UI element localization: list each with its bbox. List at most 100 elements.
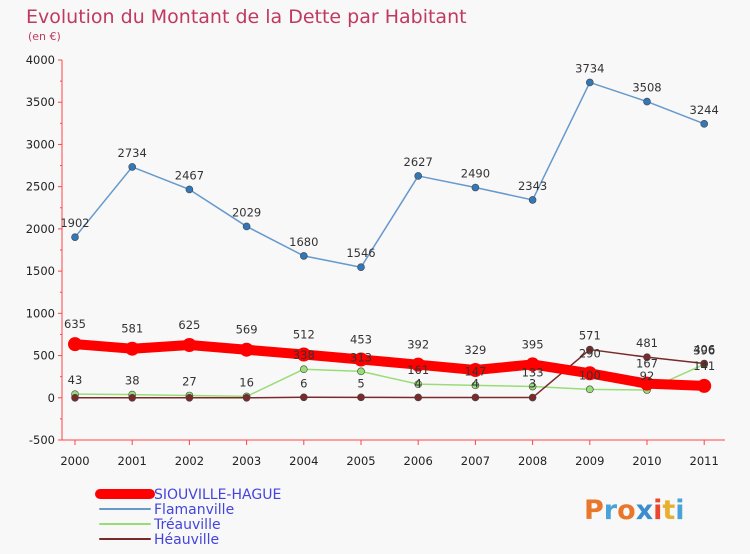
data-point — [299, 393, 308, 402]
data-point — [242, 393, 251, 402]
chart-title: Evolution du Montant de la Dette par Hab… — [26, 6, 467, 28]
x-tick-label: 2011 — [690, 454, 719, 468]
data-label: 5 — [357, 376, 364, 390]
data-label: 4 — [415, 376, 422, 390]
data-label: 1902 — [60, 216, 89, 230]
data-label: 406 — [693, 342, 715, 356]
data-label: 2627 — [404, 155, 433, 169]
data-point — [357, 263, 365, 272]
data-label: 512 — [293, 328, 315, 342]
data-label: 3734 — [575, 61, 604, 75]
data-point — [643, 97, 651, 106]
logo-letter: o — [617, 495, 636, 526]
legend-label: SIOUVILLE-HAGUE — [154, 487, 281, 503]
data-point — [411, 357, 426, 372]
y-tick-label: 2000 — [26, 222, 55, 236]
data-point — [528, 196, 537, 204]
data-point — [528, 382, 537, 391]
logo-letter: i — [653, 495, 662, 526]
data-point — [468, 362, 483, 377]
legend-label: Tréauville — [153, 517, 221, 533]
data-label: 635 — [64, 317, 86, 331]
data-label: 161 — [407, 363, 429, 377]
legend: SIOUVILLE-HAGUEFlamanvilleTréauvilleHéau… — [95, 487, 281, 548]
axes: -500 0 500 1000 1500 2000 2500 3000 3500 4000 2000… — [26, 53, 725, 468]
series-line-0 — [70, 339, 710, 391]
data-label: 569 — [236, 323, 258, 337]
data-label: 571 — [579, 329, 601, 343]
data-label: 16 — [239, 375, 254, 389]
data-point — [528, 393, 537, 402]
data-point — [296, 347, 311, 362]
data-point — [643, 353, 651, 361]
logo-letter: t — [662, 495, 675, 526]
data-label: 38 — [125, 374, 140, 388]
data-point — [239, 342, 254, 357]
data-label: 100 — [579, 368, 601, 382]
data-label: 3508 — [632, 81, 661, 95]
data-point — [700, 120, 709, 128]
x-tick-label: 2006 — [404, 454, 433, 468]
data-point — [185, 393, 194, 402]
data-label: 4 — [472, 376, 479, 390]
data-label: 329 — [464, 343, 486, 357]
x-tick-label: 2005 — [346, 454, 375, 468]
data-label: 1546 — [346, 246, 375, 260]
series-line-2 — [74, 363, 705, 398]
data-label: 167 — [636, 357, 658, 371]
data-point — [414, 172, 423, 180]
data-point — [414, 393, 423, 402]
y-tick-label: 3000 — [26, 137, 55, 151]
y-tick-label: 0 — [48, 391, 55, 405]
data-point — [697, 378, 712, 393]
legend-label: Héauville — [154, 532, 219, 548]
logo-letter: i — [675, 495, 684, 526]
x-tick-label: 2008 — [518, 454, 547, 468]
series-labels: 1902273424672029168015462627249023433734… — [60, 61, 718, 390]
data-point — [68, 337, 82, 352]
data-label: 92 — [640, 369, 655, 383]
data-label: 1680 — [289, 235, 318, 249]
legend-label: Flamanville — [154, 502, 234, 518]
data-point — [414, 380, 423, 388]
data-label: 313 — [350, 350, 372, 364]
data-point — [71, 393, 79, 402]
data-point — [585, 345, 594, 354]
data-label: 147 — [464, 364, 486, 378]
data-label: 338 — [293, 348, 315, 362]
data-point — [585, 78, 594, 87]
data-label: 395 — [522, 337, 544, 351]
data-label: 43 — [68, 373, 83, 387]
data-label: 481 — [636, 336, 658, 350]
series-line-3 — [74, 348, 705, 399]
series-line-1 — [74, 81, 705, 268]
data-label: 290 — [579, 346, 601, 360]
data-label: 141 — [693, 359, 715, 373]
data-label: 3 — [529, 377, 536, 391]
series-lines — [68, 78, 712, 402]
data-label: 453 — [350, 333, 372, 347]
data-point — [182, 338, 197, 352]
y-tick-label: 4000 — [26, 53, 55, 67]
data-point — [585, 385, 594, 394]
data-label: 3244 — [690, 103, 719, 117]
y-tick-label: 3500 — [26, 95, 55, 109]
data-label: 6 — [300, 376, 307, 390]
x-tick-label: 2002 — [175, 454, 204, 468]
x-tick-label: 2010 — [632, 454, 661, 468]
x-tick-label: 2007 — [461, 454, 490, 468]
x-tick-label: 2009 — [575, 454, 604, 468]
y-tick-label: 1500 — [26, 264, 55, 278]
logo-letter: r — [604, 495, 618, 526]
y-tick-label: 1000 — [26, 306, 55, 320]
data-point — [582, 366, 597, 381]
data-label: 2029 — [232, 205, 261, 219]
x-tick-label: 2000 — [60, 454, 89, 468]
x-tick-label: 2004 — [289, 454, 318, 468]
data-point — [471, 381, 480, 390]
y-tick-label: 2500 — [26, 180, 55, 194]
data-point — [471, 393, 480, 402]
data-point — [357, 393, 365, 402]
